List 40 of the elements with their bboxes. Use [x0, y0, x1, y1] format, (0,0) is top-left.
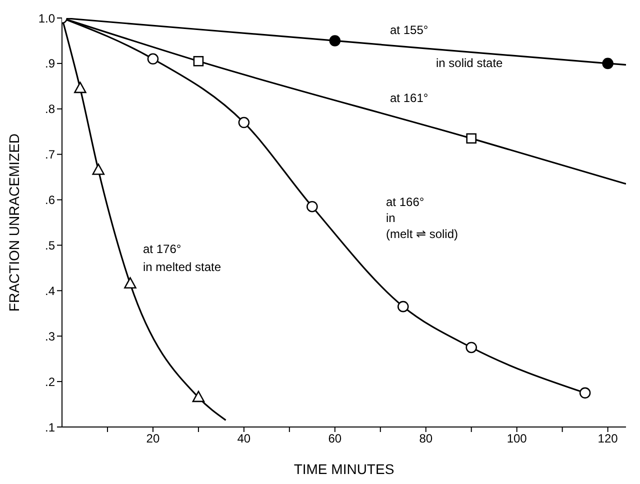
- point: [602, 58, 614, 70]
- point: [124, 277, 136, 288]
- x-tick-label: 120: [598, 432, 618, 446]
- annotation: at 166°: [386, 195, 424, 210]
- annotation: (melt ⇌ solid): [386, 227, 458, 242]
- x-tick-label: 40: [237, 432, 251, 446]
- point: [192, 390, 205, 402]
- y-tick-label: .1: [44, 420, 56, 434]
- y-tick-label: 1.0: [38, 11, 56, 26]
- y-tick-label: .6: [44, 193, 56, 208]
- y-tick-label: .8: [44, 102, 56, 116]
- y-tick-label: .5: [44, 238, 56, 252]
- y-tick-label: .2: [44, 374, 56, 389]
- point: [466, 342, 478, 354]
- x-axis-title: TIME MINUTES: [294, 461, 394, 477]
- annotation: in melted state: [143, 260, 222, 274]
- x-tick-label: 80: [419, 432, 433, 446]
- annotation: in: [386, 211, 396, 226]
- annotation: at 161°: [390, 91, 428, 106]
- point: [466, 133, 477, 144]
- x-tick-label: 60: [328, 432, 342, 446]
- annotation: in solid state: [436, 56, 504, 70]
- point: [238, 116, 250, 128]
- point: [74, 82, 86, 94]
- y-tick-label: .9: [44, 56, 56, 71]
- annotation: at 176°: [143, 242, 182, 256]
- y-tick-label: .4: [44, 284, 56, 298]
- annotation: at 155°: [390, 23, 428, 38]
- point: [193, 56, 204, 66]
- point: [147, 53, 159, 65]
- point: [579, 387, 591, 399]
- x-tick-label: 20: [146, 432, 160, 446]
- point: [92, 164, 105, 175]
- point: [329, 35, 341, 46]
- y-axis-title: FRACTION UNRACEMIZED: [6, 133, 22, 312]
- y-tick-label: .7: [44, 148, 56, 162]
- point: [397, 300, 409, 312]
- x-tick-label: 100: [506, 432, 528, 446]
- point: [306, 200, 318, 212]
- y-tick-label: .3: [44, 329, 56, 344]
